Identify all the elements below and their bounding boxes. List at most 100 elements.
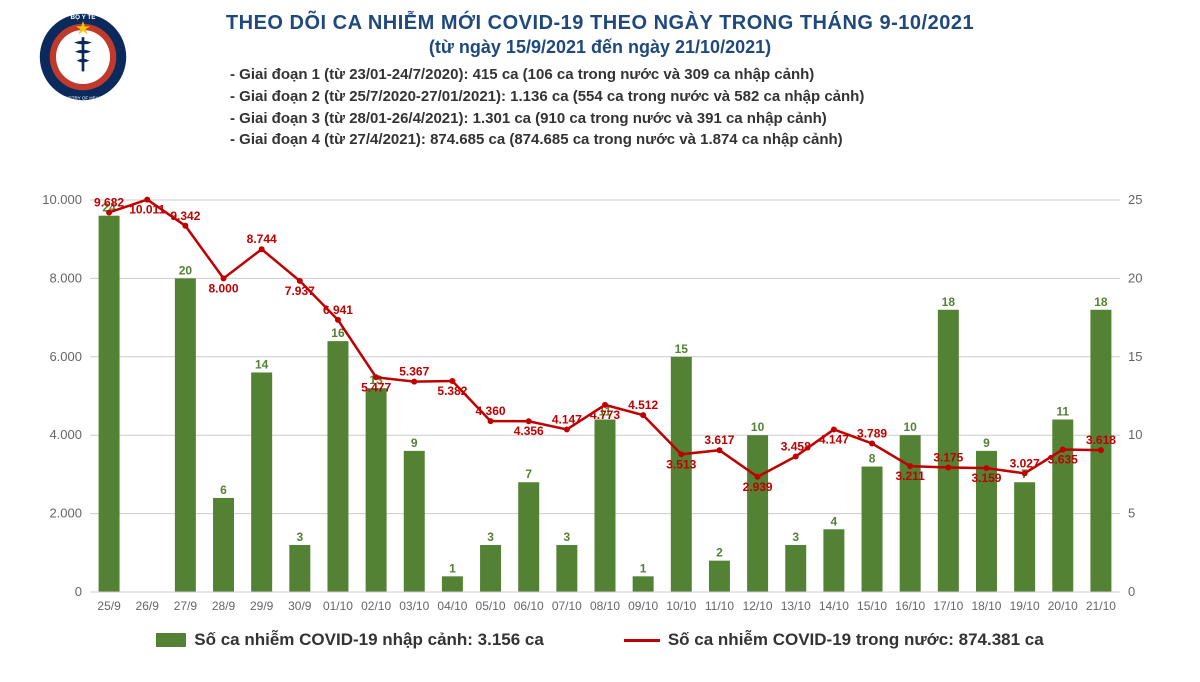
legend-bar-label: Số ca nhiễm COVID-19 nhập cảnh: 3.156 ca: [194, 630, 544, 650]
svg-text:02/10: 02/10: [361, 599, 391, 613]
svg-text:14/10: 14/10: [819, 599, 849, 613]
legend-item-line: Số ca nhiễm COVID-19 trong nước: 874.381…: [624, 630, 1044, 650]
svg-text:3: 3: [792, 530, 799, 544]
svg-text:15: 15: [1128, 349, 1142, 364]
svg-text:07/10: 07/10: [552, 599, 582, 613]
chart-header: THEO DÕI CA NHIỄM MỚI COVID-19 THEO NGÀY…: [0, 0, 1200, 151]
svg-text:18: 18: [1094, 295, 1108, 309]
svg-text:28/9: 28/9: [212, 599, 236, 613]
svg-text:8.744: 8.744: [247, 232, 277, 246]
svg-text:30/9: 30/9: [288, 599, 312, 613]
svg-text:17/10: 17/10: [933, 599, 963, 613]
svg-text:03/10: 03/10: [399, 599, 429, 613]
svg-text:1: 1: [449, 561, 456, 575]
svg-text:14: 14: [255, 357, 269, 371]
svg-text:10: 10: [904, 420, 918, 434]
svg-text:9.342: 9.342: [170, 209, 200, 223]
main-chart: 0 2.000 4.000 6.000 8.000 10.000 0 5 10 15 20 25 2 4 2…: [30, 190, 1170, 652]
page-title: THEO DÕI CA NHIỄM MỚI COVID-19 THEO NGÀY…: [0, 12, 1200, 35]
phase-line: - Giai đoạn 3 (từ 28/01-26/4/2021): 1.30…: [230, 108, 1200, 130]
svg-text:16/10: 16/10: [895, 599, 925, 613]
svg-text:3.027: 3.027: [1010, 456, 1040, 470]
phase-line: - Giai đoạn 4 (từ 27/4/2021): 874.685 ca…: [230, 129, 1200, 151]
svg-text:3.175: 3.175: [933, 451, 963, 465]
line-swatch-icon: [624, 639, 660, 642]
svg-text:4.000: 4.000: [49, 427, 82, 442]
svg-text:8.000: 8.000: [49, 270, 82, 285]
svg-text:2.939: 2.939: [743, 480, 773, 494]
svg-text:01/10: 01/10: [323, 599, 353, 613]
svg-text:10.000: 10.000: [42, 192, 82, 207]
svg-text:27/9: 27/9: [174, 599, 198, 613]
svg-text:3.159: 3.159: [971, 471, 1001, 485]
svg-text:05/10: 05/10: [476, 599, 506, 613]
svg-text:21/10: 21/10: [1086, 599, 1116, 613]
svg-text:04/10: 04/10: [437, 599, 467, 613]
svg-text:7: 7: [525, 467, 532, 481]
svg-text:0: 0: [75, 584, 82, 599]
svg-text:19/10: 19/10: [1010, 599, 1040, 613]
svg-text:4: 4: [831, 514, 838, 528]
svg-text:10: 10: [751, 420, 765, 434]
svg-text:0: 0: [1128, 584, 1135, 599]
page-subtitle: (từ ngày 15/9/2021 đến ngày 21/10/2021): [0, 37, 1200, 58]
svg-text:5.477: 5.477: [361, 380, 391, 394]
svg-text:5: 5: [1128, 506, 1135, 521]
svg-text:8.000: 8.000: [209, 281, 239, 295]
svg-text:MINISTRY OF HEALTH: MINISTRY OF HEALTH: [59, 95, 107, 100]
svg-text:3.789: 3.789: [857, 426, 887, 440]
phase-summary: - Giai đoạn 1 (từ 23/01-24/7/2020): 415 …: [230, 64, 1200, 151]
svg-text:4.512: 4.512: [628, 398, 658, 412]
svg-text:9: 9: [983, 436, 990, 450]
svg-text:06/10: 06/10: [514, 599, 544, 613]
svg-text:15: 15: [675, 342, 689, 356]
svg-text:10.011: 10.011: [129, 203, 165, 217]
svg-text:08/10: 08/10: [590, 599, 620, 613]
svg-text:6.000: 6.000: [49, 349, 82, 364]
svg-text:09/10: 09/10: [628, 599, 658, 613]
svg-text:3.635: 3.635: [1048, 453, 1078, 467]
svg-text:15/10: 15/10: [857, 599, 887, 613]
bar-swatch-icon: [156, 633, 186, 647]
svg-text:13/10: 13/10: [781, 599, 811, 613]
phase-line: - Giai đoạn 2 (từ 25/7/2020-27/01/2021):…: [230, 86, 1200, 108]
svg-text:25/9: 25/9: [97, 599, 121, 613]
phase-line: - Giai đoạn 1 (từ 23/01-24/7/2020): 415 …: [230, 64, 1200, 86]
svg-text:7.937: 7.937: [285, 284, 315, 298]
svg-text:11/10: 11/10: [705, 599, 734, 613]
svg-text:20: 20: [179, 263, 193, 277]
svg-text:4.773: 4.773: [590, 408, 620, 422]
svg-text:26/9: 26/9: [136, 599, 160, 613]
svg-text:4.360: 4.360: [476, 404, 506, 418]
svg-text:20/10: 20/10: [1048, 599, 1078, 613]
ministry-logo: BỘ Y TẾ MINISTRY OF HEALTH: [38, 12, 128, 102]
svg-text:5.367: 5.367: [399, 365, 429, 379]
svg-text:9: 9: [411, 436, 418, 450]
svg-text:25: 25: [1128, 192, 1142, 207]
svg-text:3: 3: [296, 530, 303, 544]
svg-text:11: 11: [1056, 405, 1069, 419]
svg-text:2: 2: [716, 546, 723, 560]
svg-text:3.513: 3.513: [666, 457, 696, 471]
legend-line-label: Số ca nhiễm COVID-19 trong nước: 874.381…: [668, 630, 1044, 650]
legend-item-bar: Số ca nhiễm COVID-19 nhập cảnh: 3.156 ca: [156, 630, 544, 650]
svg-text:10/10: 10/10: [666, 599, 696, 613]
chart-legend: Số ca nhiễm COVID-19 nhập cảnh: 3.156 ca…: [30, 630, 1170, 650]
svg-text:6.941: 6.941: [323, 303, 353, 317]
svg-text:2.000: 2.000: [49, 506, 82, 521]
svg-text:8: 8: [869, 452, 876, 466]
svg-text:18/10: 18/10: [971, 599, 1001, 613]
svg-text:29/9: 29/9: [250, 599, 274, 613]
svg-text:3.618: 3.618: [1086, 433, 1116, 447]
svg-text:BỘ Y TẾ: BỘ Y TẾ: [71, 12, 96, 21]
svg-text:4.147: 4.147: [552, 412, 582, 426]
svg-text:9.682: 9.682: [94, 195, 124, 209]
svg-text:12/10: 12/10: [743, 599, 773, 613]
svg-text:6: 6: [220, 483, 227, 497]
svg-text:4.356: 4.356: [514, 424, 544, 438]
svg-text:1: 1: [640, 561, 647, 575]
svg-text:3: 3: [564, 530, 571, 544]
svg-text:10: 10: [1128, 427, 1142, 442]
svg-text:3: 3: [487, 530, 494, 544]
svg-text:4.147: 4.147: [819, 432, 849, 446]
